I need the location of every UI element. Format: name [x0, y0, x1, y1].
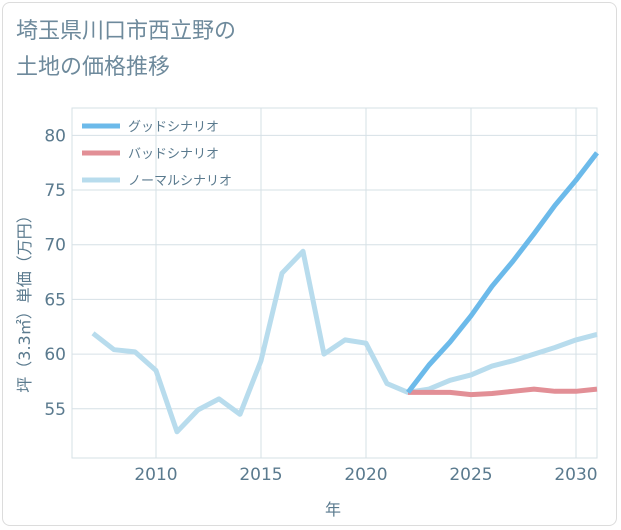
x-tick-label: 2030 — [554, 465, 597, 485]
x-tick-label: 2010 — [134, 465, 177, 485]
y-tick-label: 70 — [44, 236, 66, 256]
grid-lines — [72, 108, 597, 458]
legend-label: バッドシナリオ — [128, 147, 219, 162]
y-tick-labels: 55 60 65 70 75 80 — [44, 126, 66, 419]
plot-area — [71, 107, 598, 459]
title-line-2: 土地の価格推移 — [16, 55, 171, 80]
series-line-bad — [408, 386, 598, 398]
x-tick-label: 2025 — [449, 465, 492, 485]
page-title: 埼玉県川口市西立野の 土地の価格推移 — [16, 14, 236, 86]
legend-label: グッドシナリオ — [128, 120, 219, 135]
x-tick-label: 2020 — [344, 465, 387, 485]
y-tick-label: 55 — [44, 400, 66, 420]
legend-label: ノーマルシナリオ — [128, 174, 232, 189]
series-lines — [91, 151, 599, 435]
title-line-1: 埼玉県川口市西立野の — [16, 19, 237, 44]
y-tick-label: 60 — [44, 345, 66, 365]
series-line-good — [406, 151, 599, 394]
y-axis-title: 坪（3.3㎡）単価（万円） — [15, 207, 34, 392]
x-axis-title: 年 — [325, 500, 341, 519]
x-tick-label: 2015 — [239, 465, 282, 485]
y-tick-label: 80 — [44, 126, 66, 146]
series-line-normal — [91, 248, 598, 435]
y-tick-label: 75 — [44, 181, 66, 201]
x-tick-labels: 2010 2015 2020 2025 2030 — [134, 465, 597, 485]
y-tick-label: 65 — [44, 290, 66, 310]
